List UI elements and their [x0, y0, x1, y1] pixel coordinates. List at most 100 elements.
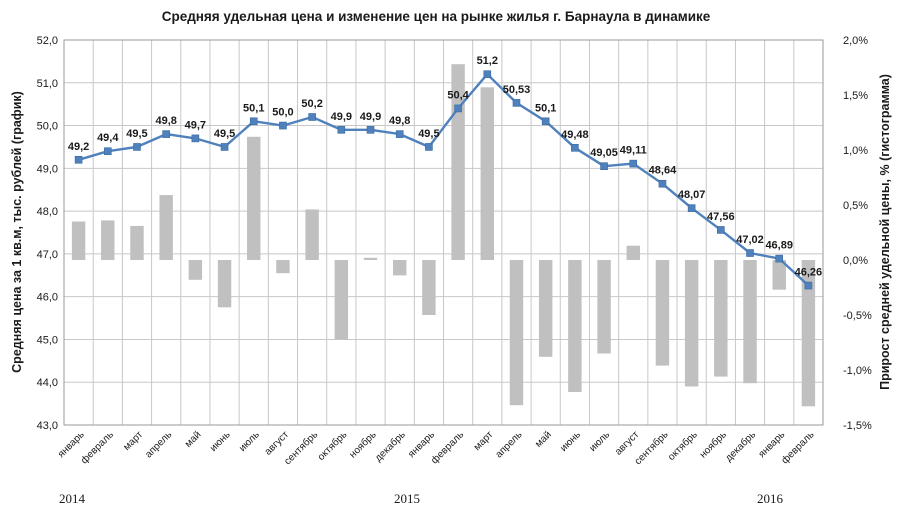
price-marker	[162, 130, 170, 138]
bar	[363, 257, 378, 260]
bar	[188, 260, 203, 280]
data-label: 49,48	[561, 129, 589, 141]
price-marker	[658, 179, 667, 188]
left-tick-label: 49,0	[37, 163, 58, 175]
right-axis-ticks: -1,5% -1,0% -0,5% 0,0% 0,5% 1,0% 1,5% 2,0%	[843, 35, 872, 432]
bar	[305, 209, 319, 260]
left-axis-title: Средняя цена за 1 кв.м, тыс. рублей (гра…	[10, 91, 24, 373]
left-tick-label: 43,0	[37, 420, 58, 432]
left-tick-label: 52,0	[37, 35, 58, 47]
bar	[626, 245, 640, 260]
bar	[217, 260, 232, 308]
bar	[801, 260, 816, 407]
data-label: 49,8	[389, 115, 410, 127]
data-label: 49,9	[331, 111, 352, 123]
price-marker	[133, 143, 141, 151]
year-label: 2016	[757, 491, 784, 506]
bar	[334, 260, 349, 340]
bar	[130, 225, 144, 260]
price-marker	[279, 121, 287, 130]
bar	[509, 260, 524, 406]
bar	[247, 136, 261, 260]
price-marker	[366, 126, 375, 134]
right-tick-label: -1,5%	[843, 420, 872, 432]
bar	[772, 260, 786, 290]
price-marker	[600, 162, 608, 170]
bar	[743, 260, 757, 384]
price-marker	[687, 204, 696, 212]
data-label: 49,4	[97, 132, 119, 144]
price-marker	[541, 117, 550, 126]
left-tick-label: 51,0	[37, 78, 58, 90]
right-tick-label: 1,0%	[843, 145, 868, 157]
data-label: 50,4	[447, 89, 469, 101]
price-line	[78, 72, 810, 287]
bar	[655, 260, 670, 366]
bar	[597, 260, 611, 354]
right-tick-label: 2,0%	[843, 35, 868, 47]
plot-border	[63, 39, 824, 426]
bar	[538, 260, 553, 357]
data-label: 49,5	[214, 128, 235, 140]
right-tick-label: 0,5%	[843, 200, 868, 212]
chart-title: Средняя удельная цена и изменение цен на…	[162, 9, 711, 24]
year-label: 2015	[394, 491, 420, 506]
price-marker	[249, 117, 258, 126]
bar-series	[71, 64, 816, 407]
price-marker	[337, 126, 346, 134]
price-marker	[775, 254, 784, 263]
right-tick-label: -0,5%	[843, 310, 872, 322]
right-tick-label: -1,0%	[843, 365, 872, 377]
left-tick-label: 48,0	[37, 206, 58, 218]
data-label: 49,2	[68, 141, 89, 153]
left-tick-label: 47,0	[37, 249, 58, 261]
line-series	[74, 70, 813, 290]
bar	[568, 260, 582, 392]
year-labels: 2014 2015 2016	[59, 491, 784, 506]
data-label: 49,11	[620, 145, 647, 157]
right-tick-label: 1,5%	[843, 90, 868, 102]
right-axis-title: Прирост средней удельной цены, % (гистог…	[878, 74, 892, 390]
data-label: 47,02	[736, 234, 764, 246]
data-label: 47,56	[707, 211, 735, 223]
data-label: 46,89	[765, 240, 793, 252]
price-marker	[395, 130, 404, 138]
data-label: 51,2	[477, 55, 498, 67]
bar	[276, 260, 290, 274]
data-label: 48,07	[678, 189, 706, 201]
left-tick-label: 44,0	[37, 377, 58, 389]
bar	[480, 87, 495, 260]
price-marker	[191, 134, 200, 143]
left-tick-label: 50,0	[37, 121, 58, 133]
data-label: 49,5	[126, 128, 147, 140]
price-marker	[103, 147, 112, 156]
data-label: 50,53	[503, 84, 531, 96]
bar	[101, 220, 115, 260]
data-label: 50,1	[243, 102, 264, 114]
price-marker	[425, 143, 433, 151]
price-marker	[220, 143, 229, 151]
left-tick-label: 45,0	[37, 334, 58, 346]
data-label: 50,2	[301, 98, 322, 110]
price-marker	[746, 249, 754, 257]
data-label: 48,64	[649, 165, 677, 177]
price-marker	[717, 226, 725, 234]
data-label: 50,0	[272, 107, 293, 119]
year-label: 2014	[59, 491, 86, 506]
price-marker	[74, 155, 83, 164]
price-marker	[512, 99, 521, 107]
price-marker	[308, 113, 316, 121]
bar	[159, 195, 173, 260]
price-marker	[629, 159, 638, 168]
data-label: 50,1	[535, 102, 556, 114]
bar	[422, 260, 436, 315]
bar	[684, 260, 699, 387]
price-marker	[454, 104, 462, 113]
data-label: 49,8	[155, 115, 176, 127]
left-axis-ticks: 43,0 44,0 45,0 46,0 47,0 48,0 49,0 50,0 51,0 52,0	[37, 35, 58, 432]
price-marker	[804, 281, 813, 290]
data-label: 49,7	[185, 119, 206, 131]
data-label: 49,05	[590, 147, 618, 159]
data-label: 49,9	[360, 111, 381, 123]
